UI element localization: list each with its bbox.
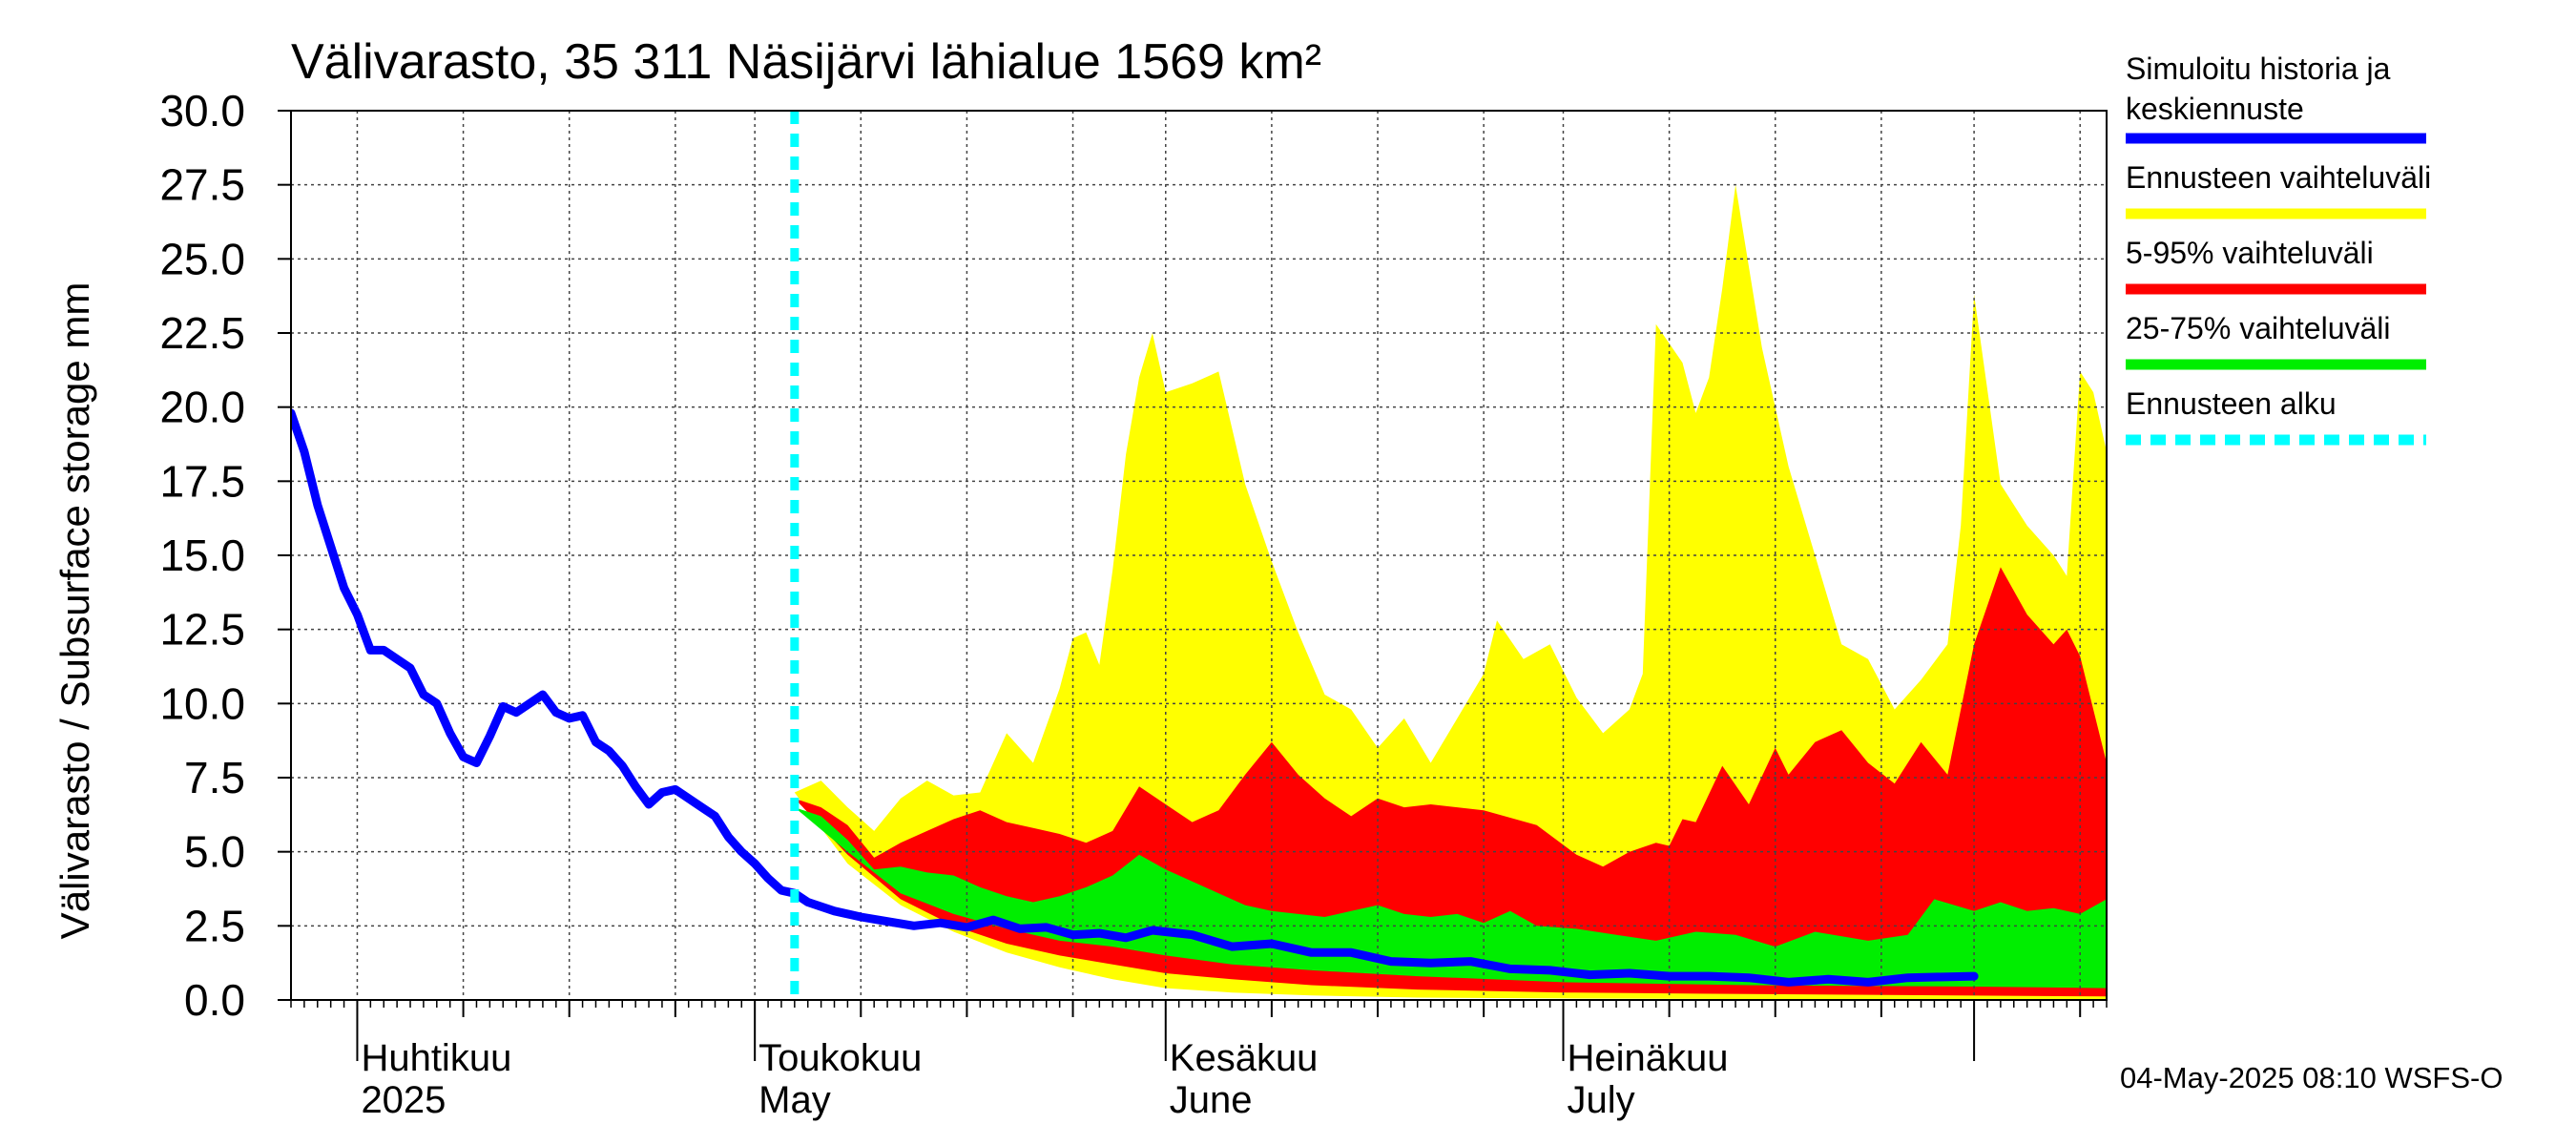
- y-tick-label: 7.5: [184, 753, 245, 802]
- timestamp-footer: 04-May-2025 08:10 WSFS-O: [2120, 1061, 2503, 1094]
- legend-label: Ennusteen vaihteluväli: [2126, 160, 2431, 195]
- y-tick-label: 2.5: [184, 901, 245, 950]
- legend-label: keskiennuste: [2126, 92, 2304, 126]
- x-month-sublabel: 2025: [361, 1079, 446, 1121]
- x-month-label: Toukokuu: [758, 1037, 922, 1079]
- history-group: [291, 408, 1979, 987]
- legend-label: 5-95% vaihteluväli: [2126, 236, 2374, 270]
- history-line-layer: [291, 408, 1979, 987]
- x-month-label: Huhtikuu: [361, 1037, 511, 1079]
- y-tick-label: 30.0: [159, 86, 245, 135]
- x-month-label: Kesäkuu: [1170, 1037, 1319, 1079]
- y-tick-label: 22.5: [159, 308, 245, 358]
- legend-label: 25-75% vaihteluväli: [2126, 311, 2391, 345]
- x-month-sublabel: May: [758, 1079, 831, 1121]
- grid: [291, 110, 2107, 1001]
- x-month-label: Heinäkuu: [1567, 1037, 1728, 1079]
- y-tick-label: 25.0: [159, 234, 245, 283]
- history-median-line: [291, 408, 1979, 987]
- chart-title: Välivarasto, 35 311 Näsijärvi lähialue 1…: [291, 34, 1321, 90]
- y-axis-label: Välivarasto / Subsurface storage mm: [52, 282, 97, 940]
- y-tick-label: 15.0: [159, 531, 245, 580]
- legend: Simuloitu historia ja keskiennuste Ennuste…: [2126, 52, 2431, 446]
- y-tick-label: 5.0: [184, 827, 245, 877]
- x-month-sublabel: June: [1170, 1079, 1253, 1121]
- x-month-sublabel: July: [1567, 1079, 1634, 1121]
- y-tick-label: 0.0: [184, 975, 245, 1025]
- y-tick-label: 20.0: [159, 383, 245, 432]
- y-tick-label: 12.5: [159, 605, 245, 655]
- bands: [794, 184, 2107, 1000]
- y-tick-label: 27.5: [159, 160, 245, 210]
- legend-label: Ennusteen alku: [2126, 386, 2337, 421]
- range-25-75-band: [794, 807, 2107, 989]
- axes: 0.0 2.5 5.0 7.5 10.0 12.5 15.0 17.5 20.0 22.5 25.0…: [159, 86, 2108, 1121]
- legend-label: Simuloitu historia ja: [2126, 52, 2391, 86]
- y-tick-label: 17.5: [159, 456, 245, 506]
- y-tick-label: 10.0: [159, 678, 245, 728]
